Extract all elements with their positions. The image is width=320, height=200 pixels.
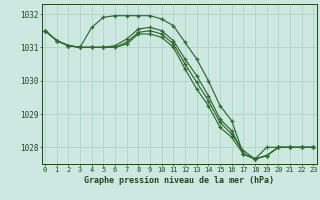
X-axis label: Graphe pression niveau de la mer (hPa): Graphe pression niveau de la mer (hPa) [84,176,274,185]
